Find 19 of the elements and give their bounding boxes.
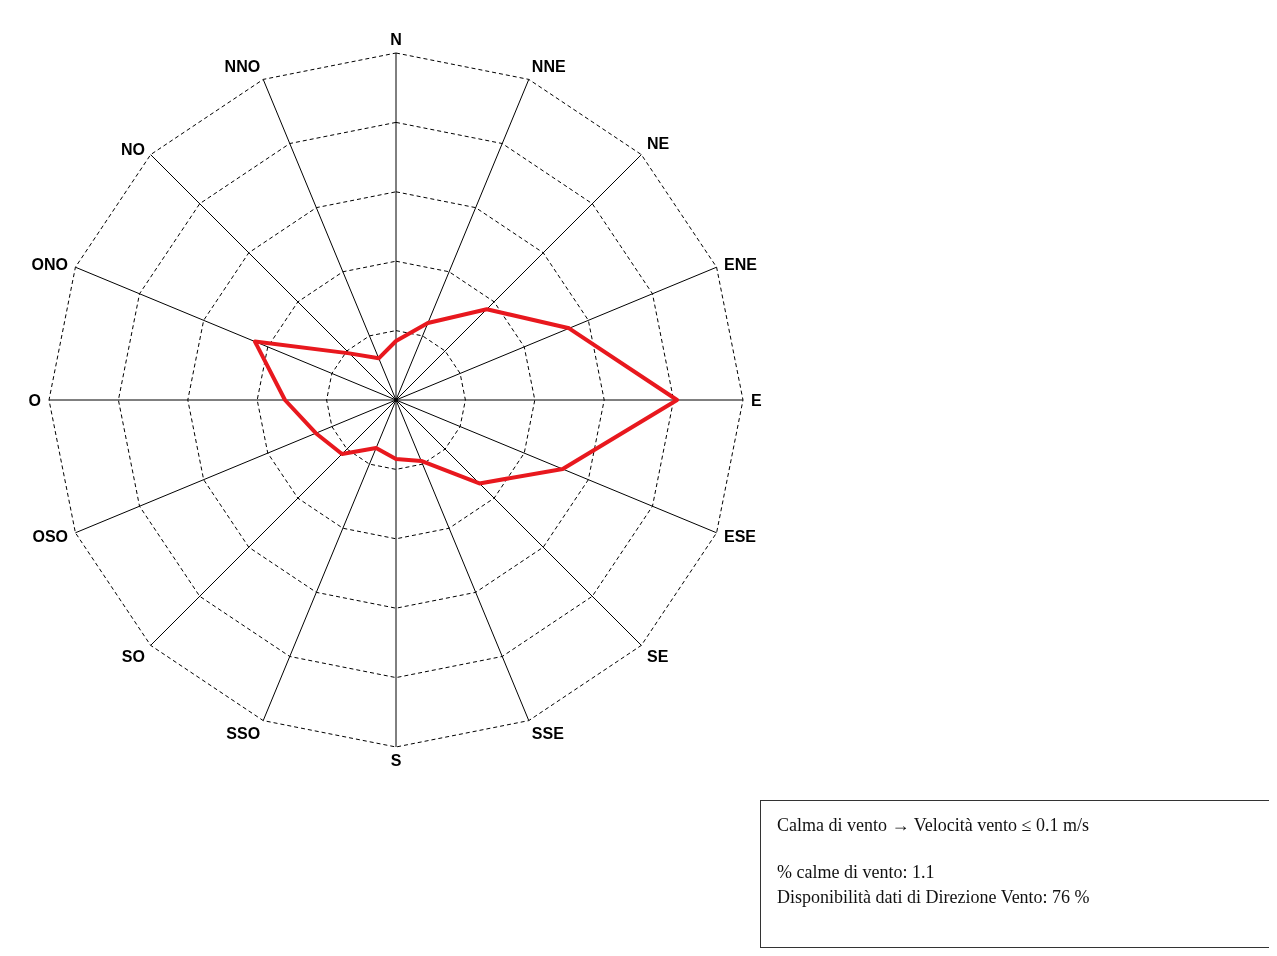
spoke-label: NE	[647, 134, 670, 152]
text: Disponibilità dati di Direzione Vento: 76 %	[777, 887, 1091, 908]
spoke-label: SO	[121, 648, 145, 666]
spoke-label: ONO	[31, 255, 69, 273]
spoke-label: OSO	[32, 527, 69, 545]
spoke-label: SSE	[531, 725, 565, 743]
spoke-label: NNO	[224, 58, 261, 76]
spoke-label: N	[390, 31, 402, 48]
spoke-label: NNE	[531, 58, 566, 76]
spoke-label: S	[390, 752, 402, 770]
spoke-label: SSO	[226, 725, 261, 743]
spoke-label: SE	[647, 648, 669, 666]
spoke-label: E	[751, 391, 762, 409]
text: Calma di vento → Velocità vento ≤ 0.1 m/s	[777, 815, 1090, 836]
spoke-label: ENE	[723, 255, 758, 273]
text: % calme di vento: 1.1	[777, 862, 936, 883]
spoke-label: ESE	[723, 527, 757, 545]
spoke-label: O	[28, 391, 41, 409]
spoke-label: NO	[120, 140, 145, 158]
